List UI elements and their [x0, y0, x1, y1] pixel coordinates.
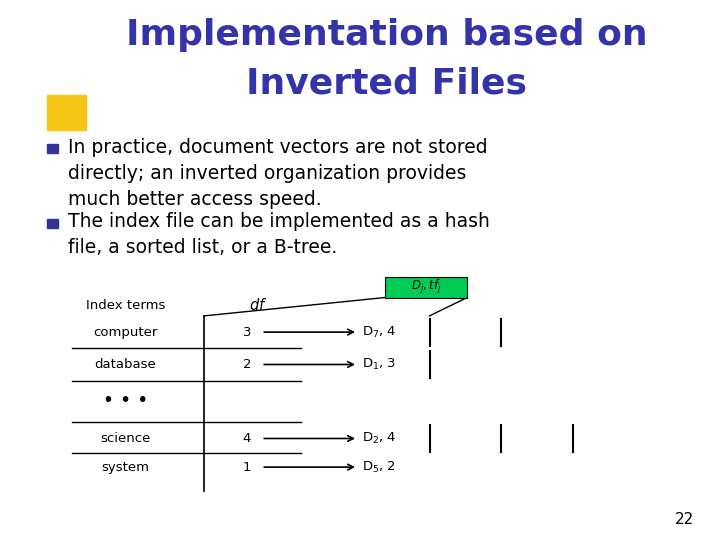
- Text: much better access speed.: much better access speed.: [68, 190, 322, 209]
- Bar: [47, 219, 58, 228]
- Text: 4: 4: [243, 432, 251, 445]
- Text: 1: 1: [243, 461, 251, 474]
- Text: computer: computer: [93, 326, 158, 339]
- Text: Implementation based on: Implementation based on: [126, 18, 647, 52]
- Text: D$_1$, 3: D$_1$, 3: [361, 357, 396, 372]
- Text: • • •: • • •: [102, 391, 148, 410]
- Text: $df$: $df$: [248, 297, 267, 313]
- Text: 3: 3: [243, 326, 251, 339]
- Text: system: system: [102, 461, 149, 474]
- Text: D$_5$, 2: D$_5$, 2: [361, 460, 395, 475]
- Text: D$_7$, 4: D$_7$, 4: [361, 325, 396, 340]
- Text: file, a sorted list, or a B-tree.: file, a sorted list, or a B-tree.: [68, 238, 337, 257]
- Text: In practice, document vectors are not stored: In practice, document vectors are not st…: [68, 138, 487, 157]
- Text: science: science: [100, 432, 150, 445]
- Text: Index terms: Index terms: [86, 299, 165, 312]
- Bar: [384, 277, 467, 298]
- Bar: [47, 94, 86, 130]
- Text: D$_2$, 4: D$_2$, 4: [361, 431, 396, 446]
- Text: 22: 22: [675, 511, 694, 526]
- Text: The index file can be implemented as a hash: The index file can be implemented as a h…: [68, 212, 490, 231]
- Text: directly; an inverted organization provides: directly; an inverted organization provi…: [68, 164, 467, 183]
- Text: Inverted Files: Inverted Files: [246, 67, 527, 100]
- Text: database: database: [94, 358, 156, 371]
- Text: $D_j, tf_j$: $D_j, tf_j$: [410, 278, 441, 296]
- Text: 2: 2: [243, 358, 251, 371]
- Bar: [47, 144, 58, 153]
